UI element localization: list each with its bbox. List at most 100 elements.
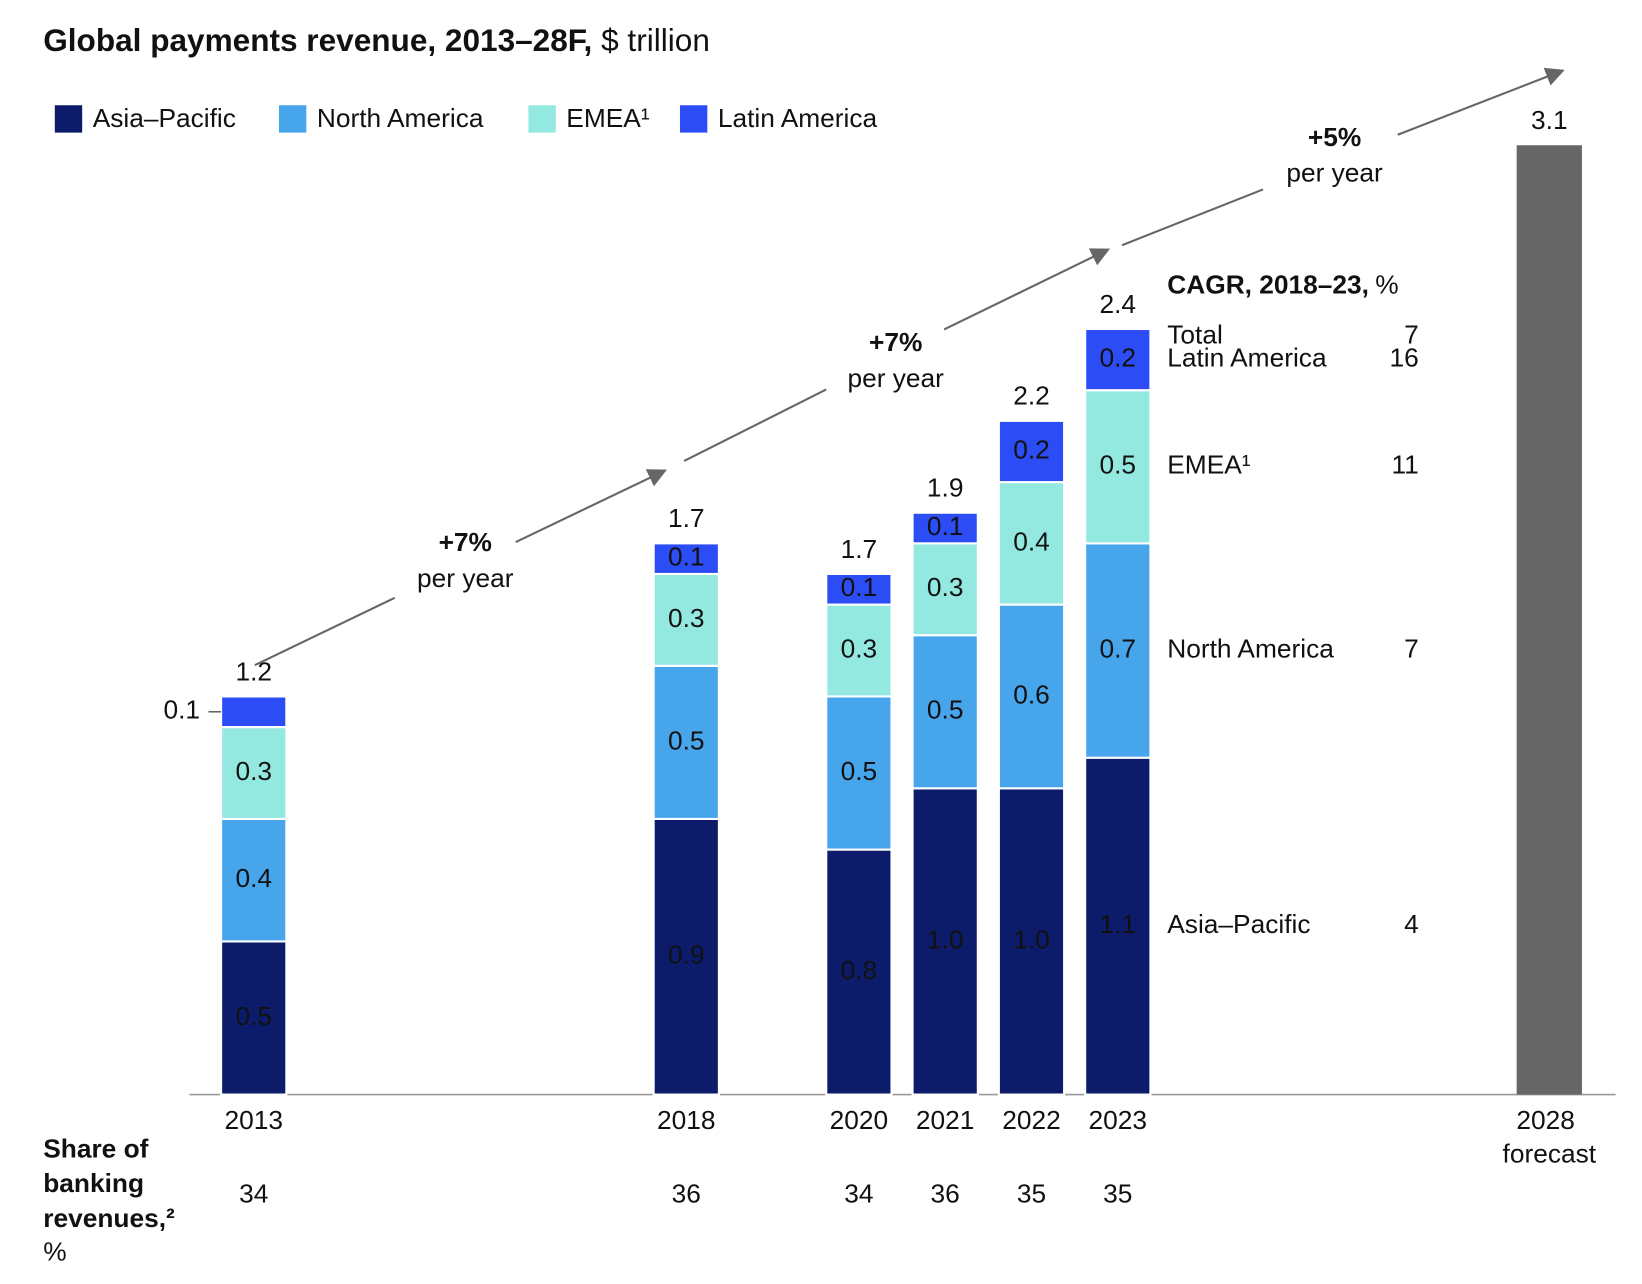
bar-segment [911, 787, 979, 1096]
data-label: 0.5 [927, 695, 964, 725]
share-label: Share of banking revenues,² [43, 1133, 175, 1232]
bar-segment [652, 542, 720, 576]
share-value: 36 [672, 1179, 701, 1209]
share-value: 34 [239, 1179, 268, 1209]
bar-segment [911, 511, 979, 545]
bar-segment [220, 940, 288, 1096]
annotation-text: per year [1286, 158, 1383, 188]
x-tick-label: 2013 [224, 1105, 283, 1135]
x-tick-line: 2021 [916, 1105, 975, 1135]
data-label: 0.3 [235, 756, 272, 786]
data-label: 0.3 [841, 633, 878, 663]
legend-label: EMEA¹ [566, 103, 650, 133]
bar-segment [825, 603, 893, 698]
annotation-value: +7% [869, 327, 922, 357]
annotation-text: per year [417, 563, 514, 593]
cagr-name: Total [1167, 319, 1223, 349]
x-tick-label: 2022 [1002, 1105, 1061, 1135]
arrow [1397, 67, 1565, 136]
cagr-value: 7 [1404, 633, 1419, 663]
bar-segment [220, 817, 288, 943]
data-label: 1.0 [927, 924, 964, 954]
annotation-value: +7% [439, 527, 492, 557]
arrow [515, 469, 667, 543]
forecast-bar [1516, 145, 1582, 1095]
x-tick-line: 2028 [1516, 1105, 1582, 1135]
arrow [683, 388, 827, 462]
bar-segment [1084, 756, 1152, 1096]
total-label: 1.7 [668, 503, 705, 533]
data-label: 0.5 [1100, 450, 1137, 480]
bar-segment [825, 695, 893, 851]
bar-segment [1084, 327, 1152, 392]
share-value: 35 [1103, 1179, 1132, 1209]
data-label: 0.4 [235, 863, 272, 893]
data-label: 0.4 [1013, 526, 1050, 556]
data-label: 0.9 [668, 940, 705, 970]
legend-label: North America [317, 103, 484, 133]
legend-label: Latin America [718, 103, 878, 133]
cagr-value: 16 [1390, 343, 1419, 373]
bar-segment [1084, 542, 1152, 759]
x-tick-label: 2028 forecast [1503, 1105, 1597, 1169]
total-label: 2.2 [1013, 381, 1050, 411]
bar-segment [997, 419, 1066, 484]
x-tick-label: 2021 [916, 1105, 975, 1135]
total-label: 1.7 [841, 534, 878, 564]
data-label: 0.8 [841, 955, 878, 985]
x-tick-line: 2022 [1002, 1105, 1061, 1135]
share-label-line: banking [43, 1168, 151, 1198]
cagr-value: 11 [1391, 450, 1418, 480]
bar-segment [825, 572, 893, 606]
cagr-name: EMEA¹ [1167, 450, 1251, 480]
data-label: 0.3 [668, 603, 705, 633]
data-label: 1.0 [1013, 924, 1050, 954]
x-tick-label: 2020 [830, 1105, 889, 1135]
x-tick-line: 2018 [657, 1105, 716, 1135]
legend-swatch [54, 105, 83, 133]
share-value: 35 [1017, 1179, 1046, 1209]
arrow [1121, 188, 1264, 247]
legend-label: Asia–Pacific [93, 103, 236, 133]
data-label: 0.2 [1100, 343, 1137, 373]
cagr-value: 4 [1404, 909, 1419, 939]
data-label: 0.7 [1100, 633, 1137, 663]
arrow [254, 596, 396, 667]
share-value: 34 [844, 1179, 873, 1209]
cagr-name: Asia–Pacific [1167, 909, 1310, 939]
legend-swatch [278, 105, 307, 133]
annotation-value: +5% [1308, 122, 1361, 152]
data-label: 0.1 [841, 572, 878, 602]
share-unit: % [43, 1236, 66, 1266]
data-label: 0.2 [1013, 434, 1050, 464]
total-label: 1.2 [235, 656, 272, 686]
x-tick-label: 2018 [657, 1105, 716, 1135]
share-label-line: revenues,² [43, 1203, 175, 1233]
data-label: 0.6 [1013, 679, 1050, 709]
data-label: 1.1 [1100, 909, 1137, 939]
bar-segment [220, 695, 288, 729]
arrow [943, 248, 1111, 331]
share-value: 36 [931, 1179, 960, 1209]
share-label-line: Share of [43, 1133, 156, 1163]
data-label: 0.5 [841, 756, 878, 786]
legend-swatch [528, 105, 556, 133]
legend-swatch [679, 105, 708, 133]
data-label: 0.3 [927, 572, 964, 602]
bar-segment [997, 603, 1066, 790]
x-tick-line: 2013 [224, 1105, 283, 1135]
title: Global payments revenue, 2013–28F, [43, 22, 592, 58]
bar-segment [220, 726, 288, 821]
data-label: 0.1 [163, 695, 200, 725]
arrows [254, 67, 1565, 667]
data-label: 0.5 [235, 1001, 272, 1031]
title-unit: $ trillion [601, 22, 710, 58]
cagr-title-unit: % [1375, 269, 1398, 299]
bar-segment [911, 634, 979, 790]
total-label: 2.4 [1100, 289, 1137, 319]
x-tick-line: forecast [1503, 1139, 1597, 1169]
bar-segment [997, 481, 1066, 606]
cagr-name: Latin America [1167, 343, 1327, 373]
